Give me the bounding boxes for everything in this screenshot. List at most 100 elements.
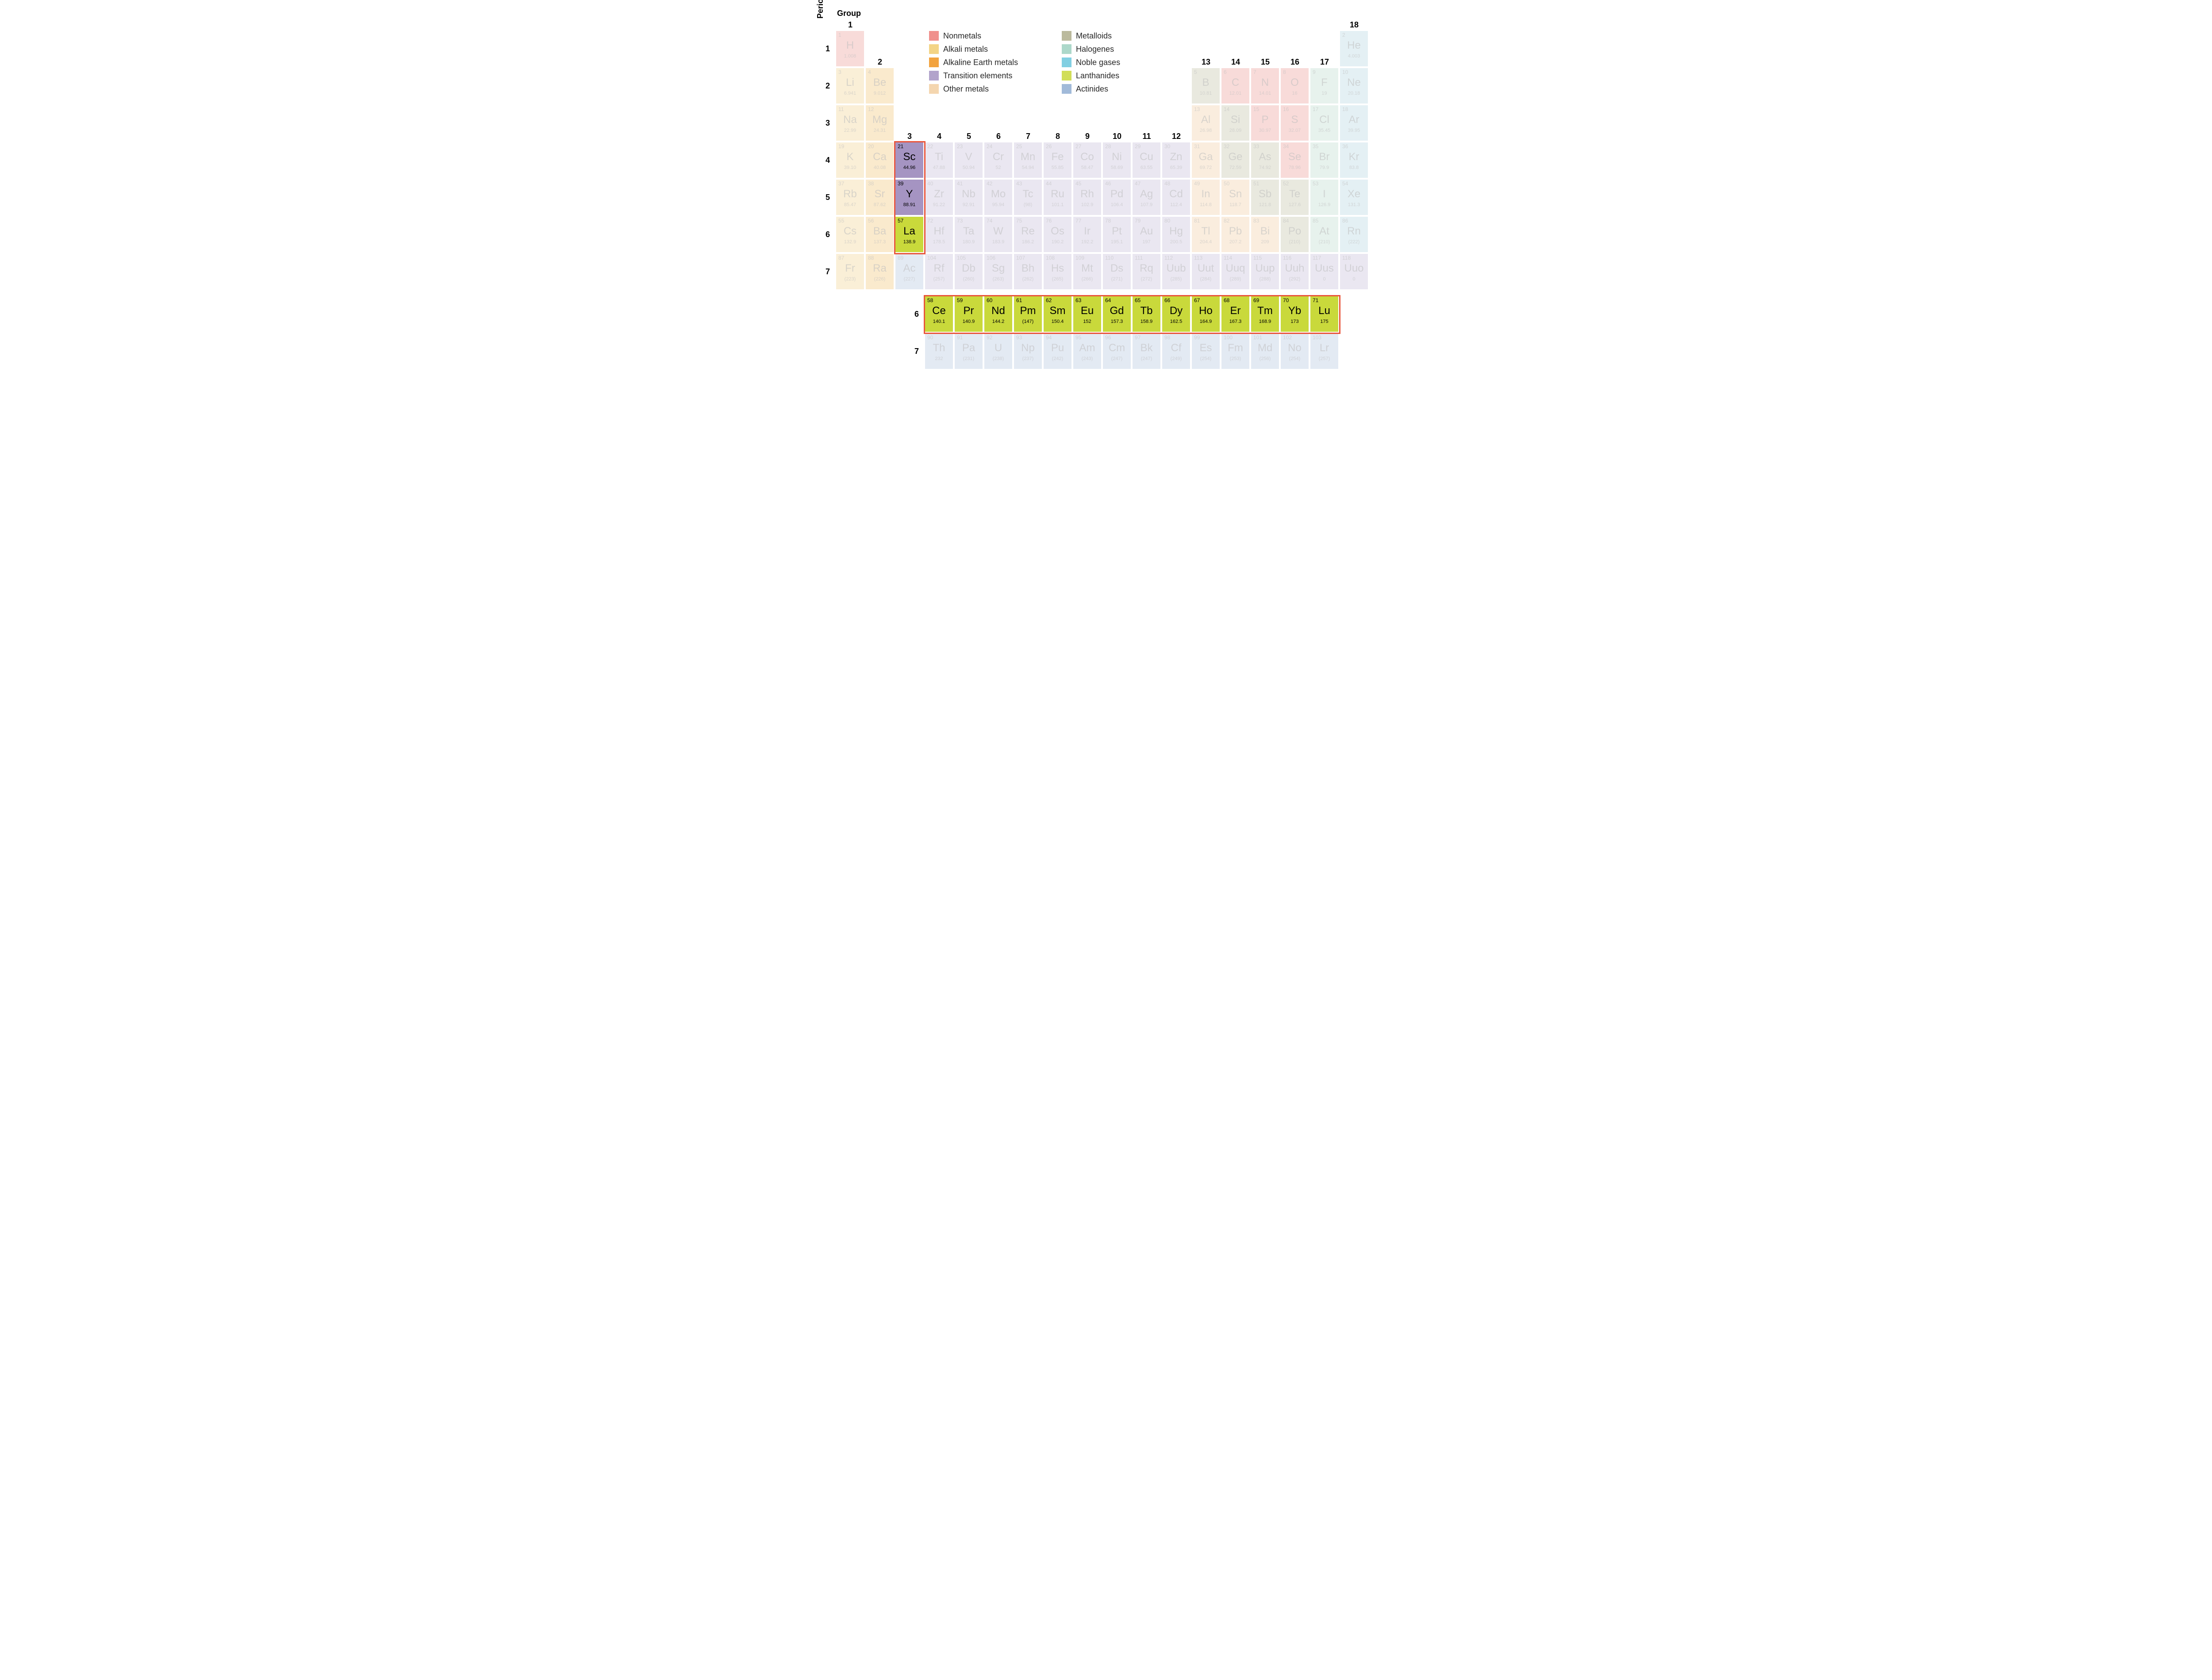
atomic-number: 66 [1164,298,1170,303]
element-cell: 84Po(210) [1281,217,1310,253]
element-symbol: Md [1258,343,1272,353]
axis-label-period: Period [816,0,825,19]
element-cell: 43Tc(98) [1014,180,1043,216]
legend-label: Actinides [1076,84,1108,94]
atomic-mass: 63.55 [1141,165,1153,170]
atomic-number: 69 [1253,298,1259,303]
element-symbol: Th [933,343,945,353]
element-symbol: Fm [1228,343,1243,353]
element-cell: 8O16 [1281,68,1310,104]
atomic-mass: 178.5 [933,239,945,245]
atomic-number: 13 [1194,107,1200,112]
atomic-number: 9 [1313,69,1316,75]
legend-label: Alkali metals [943,45,988,54]
element-cell: 85At(210) [1310,217,1339,253]
atomic-mass: 192.2 [1081,239,1094,245]
element-cell: 108Hs(265) [1044,254,1072,290]
atomic-mass: 204.4 [1200,239,1212,245]
atomic-number: 39 [898,181,903,186]
element-symbol: Np [1021,343,1035,353]
element-cell: 109Mt(266) [1073,254,1102,290]
atomic-mass: (238) [993,356,1004,361]
atomic-mass: (271) [1111,276,1123,282]
atomic-mass: 91.22 [933,202,945,207]
element-cell: 75Re186.2 [1014,217,1043,253]
group-header: 2 [866,58,894,67]
element-symbol: N [1261,77,1269,88]
atomic-number: 56 [868,218,874,223]
element-cell: 30Zn65.39 [1162,142,1191,179]
element-cell: 97Bk(247) [1133,334,1161,370]
atomic-mass: (253) [1230,356,1241,361]
atomic-mass: (272) [1141,276,1152,282]
legend-label: Noble gases [1076,58,1120,67]
atomic-mass: (210) [1319,239,1330,245]
element-symbol: Rn [1347,226,1361,237]
atomic-mass: 106.4 [1111,202,1123,207]
element-symbol: La [903,226,915,237]
legend-label: Halogenes [1076,45,1114,54]
element-cell: 29Cu63.55 [1133,142,1161,179]
element-symbol: Uus [1315,263,1334,274]
atomic-mass: 126.9 [1318,202,1331,207]
atomic-number: 109 [1075,255,1084,261]
element-symbol: Hg [1169,226,1183,237]
element-symbol: Co [1080,152,1094,162]
atomic-number: 114 [1224,255,1232,261]
period-header: 3 [819,119,830,128]
element-symbol: At [1319,226,1329,237]
element-cell: 111Rq(272) [1133,254,1161,290]
element-symbol: Zr [934,189,944,199]
atomic-mass: 121.8 [1259,202,1271,207]
element-symbol: Ds [1110,263,1123,274]
element-cell: 113Uut(284) [1192,254,1221,290]
atomic-mass: 180.9 [963,239,975,245]
element-symbol: Cf [1171,343,1182,353]
atomic-mass: 152 [1083,319,1091,324]
atomic-mass: 39.95 [1348,128,1360,133]
atomic-mass: (254) [1289,356,1301,361]
element-cell: 62Sm150.4 [1044,296,1072,333]
element-cell: 118Uuo0 [1340,254,1369,290]
element-symbol: Uuh [1285,263,1304,274]
legend-swatch [1062,58,1071,67]
legend: NonmetalsMetalloidsAlkali metalsHalogene… [929,31,1177,94]
atomic-number: 8 [1283,69,1286,75]
atomic-mass: (249) [1171,356,1182,361]
atomic-number: 65 [1135,298,1141,303]
element-cell: 48Cd112.4 [1162,180,1191,216]
atomic-mass: 30.97 [1259,128,1271,133]
element-cell: 63Eu152 [1073,296,1102,333]
atomic-number: 90 [927,335,933,340]
element-cell: 107Bh(262) [1014,254,1043,290]
legend-item: Transition elements [929,71,1044,81]
element-cell: 95Am(243) [1073,334,1102,370]
element-symbol: Pr [964,306,974,316]
atomic-mass: 74.92 [1259,165,1271,170]
atomic-number: 88 [868,255,874,261]
element-cell: 42Mo95.94 [984,180,1013,216]
atomic-mass: 50.94 [963,165,975,170]
element-symbol: U [995,343,1002,353]
element-symbol: Ge [1228,152,1242,162]
periodic-table: Group Period NonmetalsMetalloidsAlkali m… [810,9,1402,393]
legend-swatch [929,58,939,67]
atomic-mass: 186.2 [1022,239,1034,245]
element-cell: 93Np(237) [1014,334,1043,370]
element-cell: 105Db(260) [955,254,983,290]
element-symbol: C [1232,77,1239,88]
atomic-number: 18 [1342,107,1348,112]
element-cell: 80Hg200.5 [1162,217,1191,253]
atomic-mass: 158.9 [1141,319,1153,324]
atomic-mass: (243) [1082,356,1093,361]
atomic-number: 98 [1164,335,1170,340]
legend-swatch [1062,44,1071,54]
element-symbol: Tb [1140,306,1152,316]
element-symbol: Li [846,77,854,88]
element-cell: 49In114.8 [1192,180,1221,216]
legend-item: Nonmetals [929,31,1044,41]
atomic-number: 19 [838,144,844,149]
atomic-mass: 24.31 [874,128,886,133]
group-header: 10 [1103,132,1131,141]
element-cell: 65 Tb 158.9 [1133,296,1161,333]
